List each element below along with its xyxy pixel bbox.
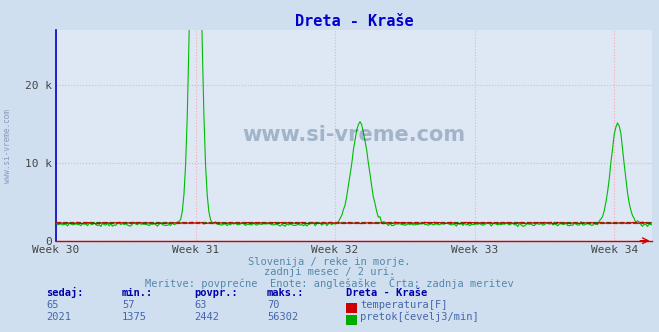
- Text: www.si-vreme.com: www.si-vreme.com: [243, 125, 466, 145]
- Text: Slovenija / reke in morje.: Slovenija / reke in morje.: [248, 257, 411, 267]
- Text: 57: 57: [122, 300, 134, 310]
- Text: 1375: 1375: [122, 312, 147, 322]
- Text: 63: 63: [194, 300, 207, 310]
- Title: Dreta - Kraše: Dreta - Kraše: [295, 14, 414, 29]
- Text: min.:: min.:: [122, 288, 153, 298]
- Text: sedaj:: sedaj:: [46, 287, 84, 298]
- Text: povpr.:: povpr.:: [194, 288, 238, 298]
- Text: 65: 65: [46, 300, 59, 310]
- Text: 70: 70: [267, 300, 279, 310]
- Text: 56302: 56302: [267, 312, 298, 322]
- Text: 2442: 2442: [194, 312, 219, 322]
- Text: pretok[čevelj3/min]: pretok[čevelj3/min]: [360, 312, 479, 322]
- Text: zadnji mesec / 2 uri.: zadnji mesec / 2 uri.: [264, 267, 395, 277]
- Text: maks.:: maks.:: [267, 288, 304, 298]
- Text: 2021: 2021: [46, 312, 71, 322]
- Text: Dreta - Kraše: Dreta - Kraše: [346, 288, 427, 298]
- Text: Meritve: povprečne  Enote: anglešaške  Črta: zadnja meritev: Meritve: povprečne Enote: anglešaške Črt…: [145, 277, 514, 289]
- Text: www.si-vreme.com: www.si-vreme.com: [3, 109, 13, 183]
- Text: temperatura[F]: temperatura[F]: [360, 300, 448, 310]
